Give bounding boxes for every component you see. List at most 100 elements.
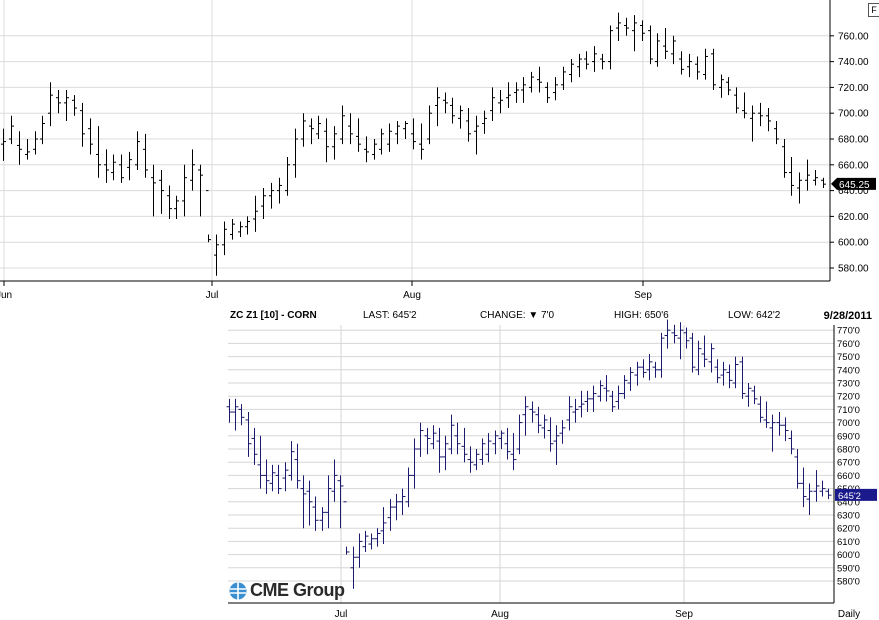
ohlc-bar — [238, 404, 245, 426]
ohlc-bar — [226, 398, 233, 423]
x-tick-label: Jun — [0, 290, 12, 301]
ohlc-bar — [230, 218, 235, 240]
ohlc-bar — [553, 77, 558, 101]
ohlc-bar — [288, 441, 295, 481]
ohlc-bar — [616, 12, 621, 41]
ohlc-bar — [417, 422, 424, 457]
ohlc-bar — [766, 108, 771, 132]
ohlc-bar — [695, 340, 702, 376]
ohlc-bar — [794, 449, 801, 489]
ohlc-bar — [664, 319, 671, 349]
ohlc-bar — [769, 414, 776, 452]
ohlc-bar — [198, 164, 203, 217]
ohlc-bar — [9, 115, 14, 145]
ohlc-bar — [48, 82, 53, 127]
y-tick-label: 660.00 — [838, 160, 869, 171]
ohlc-bar — [782, 139, 787, 178]
ohlc-bar — [119, 154, 124, 183]
chart-settings-button[interactable]: F — [868, 3, 879, 17]
y-tick-label: 740.00 — [838, 57, 869, 68]
ohlc-bar — [734, 87, 739, 114]
ohlc-bar — [603, 375, 610, 402]
ohlc-bar — [800, 467, 807, 508]
ohlc-bar — [640, 20, 645, 41]
ohlc-bar — [479, 438, 486, 465]
ohlc-bar — [56, 89, 61, 114]
ohlc-bar — [774, 120, 779, 145]
ohlc-bar — [646, 353, 653, 381]
ohlc-bar — [17, 131, 22, 165]
ohlc-bar — [167, 185, 172, 219]
y-tick-label: 720.00 — [838, 83, 869, 94]
ohlc-bar — [263, 459, 270, 494]
ohlc-bar — [473, 449, 480, 471]
ohlc-bar — [655, 33, 660, 67]
ohlc-bar — [545, 82, 550, 103]
ohlc-bar — [720, 361, 727, 386]
ohlc-bar — [436, 427, 443, 473]
y-tick-label: 620.00 — [838, 212, 869, 223]
ohlc-bar — [454, 422, 461, 455]
ohlc-bar — [758, 102, 763, 127]
ohlc-bar — [380, 507, 387, 545]
ohlc-bar — [387, 123, 392, 152]
ohlc-bar — [337, 475, 344, 529]
ohlc-bar — [399, 488, 406, 515]
ohlc-bar — [498, 89, 503, 114]
ohlc-bar — [671, 35, 676, 65]
ohlc-bar — [514, 82, 519, 103]
ohlc-bar — [316, 115, 321, 139]
ohlc-bar — [458, 105, 463, 129]
last-price-marker — [835, 488, 877, 501]
ohlc-bar — [683, 327, 690, 349]
ohlc-bar — [597, 380, 604, 402]
y-tick-label: 600.00 — [838, 238, 869, 249]
ohlc-bar — [33, 131, 38, 155]
ohlc-bar — [368, 533, 375, 550]
ohlc-bar — [257, 435, 264, 489]
ohlc-bar — [238, 221, 243, 238]
ohlc-bar — [652, 361, 659, 378]
ohlc-bar — [159, 169, 164, 214]
ohlc-bar — [411, 118, 416, 150]
ohlc-bar — [732, 356, 739, 389]
ohlc-bar — [584, 390, 591, 413]
ohlc-bar — [609, 390, 616, 413]
ohlc-bar — [285, 157, 290, 196]
x-tick-label: Sep — [675, 609, 693, 620]
y-tick-label: 760'0 — [837, 339, 860, 350]
y-tick-label: 640'0 — [837, 497, 860, 508]
ohlc-bar — [182, 164, 187, 217]
ohlc-bar — [805, 159, 810, 191]
ohlc-bar — [566, 396, 573, 431]
ohlc-bar — [104, 149, 109, 183]
ohlc-bar — [245, 216, 250, 235]
ohlc-bar — [819, 480, 826, 497]
ohlc-bar — [25, 139, 30, 160]
x-tick-label: Daily — [838, 609, 860, 620]
ohlc-bar — [419, 123, 424, 160]
ohlc-bar — [450, 97, 455, 124]
y-tick-label: 660'0 — [837, 471, 860, 482]
ohlc-bar — [405, 467, 412, 508]
ohlc-bar — [135, 131, 140, 170]
quote-info-bar: ZC Z1 [10] - CORN LAST: 645'2 CHANGE: ▼ … — [228, 308, 876, 324]
bottom-price-chart: 580'0590'0600'0610'0620'0630'0640'0650'0… — [226, 319, 877, 620]
plot-area — [0, 0, 830, 281]
ohlc-bar — [282, 462, 289, 492]
last-price-label: 645.25 — [839, 180, 870, 191]
ohlc-bar — [701, 335, 708, 368]
ohlc-bar — [245, 412, 252, 457]
ohlc-bar — [343, 501, 350, 555]
ohlc-bar — [726, 364, 733, 389]
ohlc-bar — [411, 438, 418, 489]
ohlc-bar — [516, 414, 523, 455]
ohlc-bar — [547, 417, 554, 452]
ohlc-bar — [745, 383, 752, 407]
y-tick-label: 620'0 — [837, 524, 860, 535]
ohlc-bar — [821, 177, 826, 189]
ohlc-bar — [590, 385, 597, 413]
ohlc-bar — [608, 25, 613, 70]
ohlc-bar — [319, 507, 326, 531]
ohlc-bar — [813, 470, 820, 502]
